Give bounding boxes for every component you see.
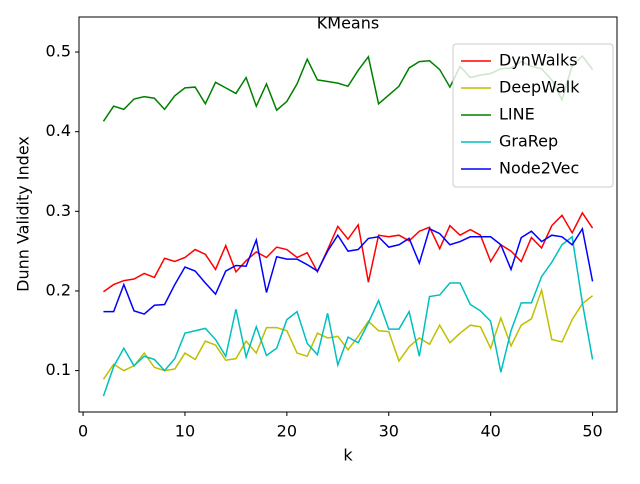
legend-box — [452, 43, 614, 188]
x-tick-label: 50 — [582, 422, 602, 441]
y-tick-label: 0.1 — [46, 360, 71, 379]
y-tick-label: 0.4 — [46, 121, 71, 140]
x-tick-label: 40 — [480, 422, 500, 441]
x-tick-label: 10 — [175, 422, 195, 441]
legend-label: LINE — [499, 105, 535, 124]
y-axis-label: Dunn Validity Index — [14, 136, 33, 292]
data-line — [102, 287, 594, 380]
data-line — [103, 226, 594, 315]
y-tick-label: 0.2 — [46, 280, 71, 299]
legend-label: DeepWalk — [499, 78, 580, 97]
legend-label: Node2Vec — [499, 159, 579, 178]
x-tick-label: 30 — [379, 422, 399, 441]
x-tick-label: 20 — [277, 422, 297, 441]
data-line — [103, 211, 594, 293]
legend-label: GraRep — [499, 132, 558, 151]
data-line — [102, 235, 594, 397]
plot-frame — [78, 16, 618, 413]
x-axis-label: k — [343, 446, 353, 465]
legend-label: DynWalks — [499, 51, 578, 70]
x-tick-label: 0 — [78, 422, 88, 441]
chart-title: KMeans — [317, 14, 379, 33]
y-tick-label: 0.5 — [46, 42, 71, 61]
y-tick-label: 0.3 — [46, 201, 71, 220]
